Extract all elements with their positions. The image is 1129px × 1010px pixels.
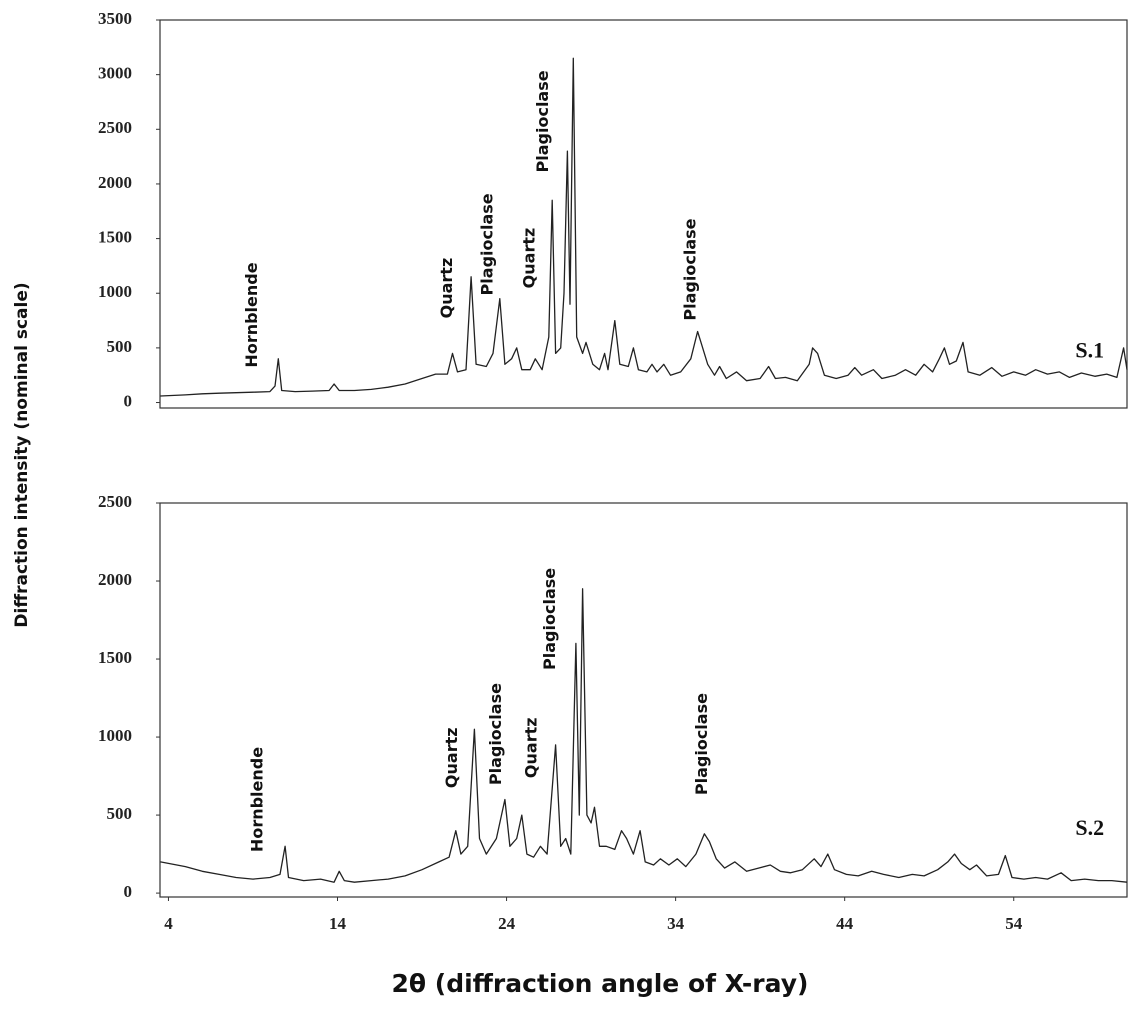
peak-annotation: Quartz — [521, 717, 540, 778]
y-tick-label: 500 — [107, 337, 133, 356]
peak-annotation: Plagioclase — [540, 568, 559, 670]
xrd-pattern — [160, 588, 1128, 883]
x-axis-label: 2θ (diffraction angle of X-ray) — [392, 969, 809, 998]
x-tick-label: 4 — [164, 914, 173, 933]
peak-annotation: Hornblende — [242, 262, 261, 367]
peak-annotation: Plagioclase — [692, 693, 711, 795]
sample-label: S.1 — [1075, 337, 1104, 362]
peak-annotation: Plagioclase — [680, 218, 699, 320]
y-axis-label: Diffraction intensity (nominal scale) — [12, 282, 32, 627]
x-tick-label: 34 — [667, 914, 685, 933]
y-tick-label: 2000 — [98, 570, 132, 589]
x-tick-label: 24 — [498, 914, 516, 933]
y-tick-label: 1000 — [98, 282, 132, 301]
y-tick-label: 2500 — [98, 492, 132, 511]
plot-frame — [159, 502, 1128, 898]
y-tick-label: 1000 — [98, 726, 132, 745]
y-tick-label: 500 — [107, 804, 133, 823]
peak-annotation: Quartz — [442, 727, 461, 788]
y-tick-label: 3500 — [98, 9, 132, 28]
sample-label: S.2 — [1075, 815, 1104, 840]
y-tick-label: 0 — [124, 391, 133, 410]
xrd-pattern — [160, 57, 1128, 397]
peak-annotation: Quartz — [520, 228, 539, 289]
x-tick-label: 14 — [329, 914, 347, 933]
y-tick-label: 2000 — [98, 173, 132, 192]
peak-annotation: Quartz — [437, 258, 456, 319]
peak-annotation: Plagioclase — [486, 683, 505, 785]
peak-annotation: Plagioclase — [533, 70, 552, 172]
plot-frame — [159, 19, 1128, 409]
y-tick-label: 1500 — [98, 648, 132, 667]
y-tick-label: 1500 — [98, 227, 132, 246]
y-tick-label: 2500 — [98, 118, 132, 137]
y-tick-label: 0 — [124, 882, 133, 901]
y-tick-label: 3000 — [98, 64, 132, 83]
x-tick-label: 44 — [836, 914, 854, 933]
peak-annotation: Plagioclase — [477, 193, 496, 295]
peak-annotation: Hornblende — [248, 747, 267, 852]
x-tick-label: 54 — [1005, 914, 1023, 933]
